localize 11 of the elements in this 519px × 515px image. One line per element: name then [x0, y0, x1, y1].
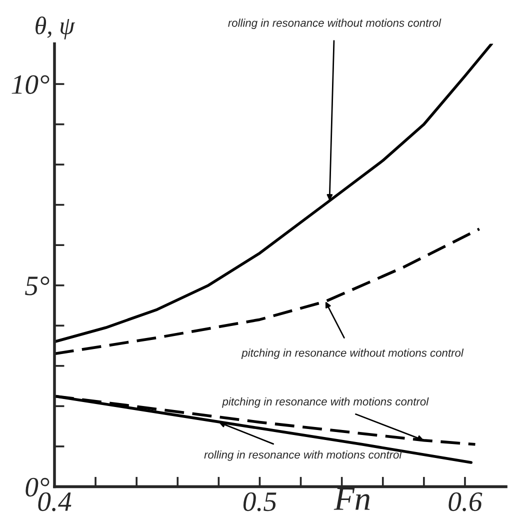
x-tick-label: 0.6	[448, 492, 482, 512]
annotation: rolling in resonance without motions control	[228, 18, 442, 30]
y-tick-label: 10°	[12, 75, 50, 94]
y-tick-label: 5°	[25, 276, 50, 296]
x-tick-label: 0.5	[243, 492, 276, 512]
y-axis-title: θ, ψ	[36, 16, 76, 40]
line-series	[54, 44, 494, 344]
x-axis-title: Fn	[334, 488, 370, 510]
annotation: pitching in resonance without motions control	[241, 348, 464, 359]
annotation: pitching in resonance with motions control	[222, 397, 429, 408]
annotation: rolling in resonance with motions control	[204, 450, 402, 461]
